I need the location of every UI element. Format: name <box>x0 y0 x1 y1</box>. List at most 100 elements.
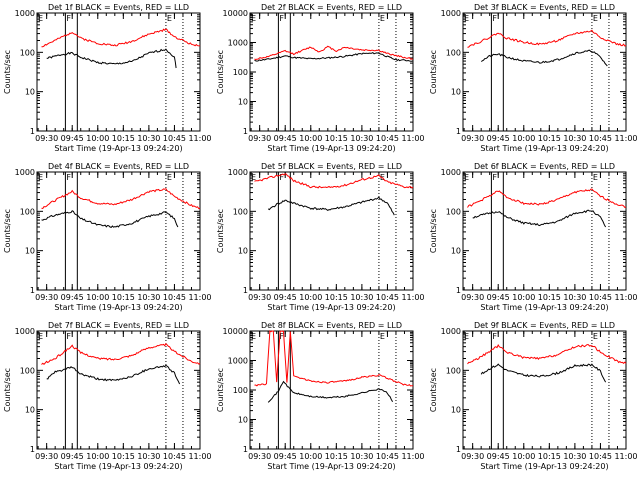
events-series-line <box>472 209 607 228</box>
chart-title: Det 6f BLACK = Events, RED = LLD <box>474 162 615 171</box>
x-axis-label: Start Time (19-Apr-13 09:24:20) <box>267 462 395 471</box>
x-tick-label: 09:30 <box>461 452 484 461</box>
x-tick-label: 10:15 <box>538 452 561 461</box>
y-tick-label: 10 <box>451 88 461 97</box>
x-tick-label: 11:00 <box>401 452 424 461</box>
x-tick-label: 09:30 <box>461 134 484 143</box>
chart-title: Det 2f BLACK = Events, RED = LLD <box>261 3 402 12</box>
x-tick-label: 10:45 <box>589 293 612 302</box>
marker-label: E <box>38 332 43 341</box>
y-tick-label: 100 <box>20 48 35 57</box>
x-tick-label: 11:00 <box>614 293 637 302</box>
x-tick-label: 10:15 <box>112 134 135 143</box>
x-tick-label: 10:15 <box>325 134 348 143</box>
y-tick-label: 10 <box>25 406 35 415</box>
x-tick-label: 10:00 <box>86 452 109 461</box>
x-tick-label: 09:30 <box>248 452 271 461</box>
marker-label: E <box>464 14 469 23</box>
y-tick-label: 1000 <box>228 357 248 366</box>
chart-title: Det 7f BLACK = Events, RED = LLD <box>48 321 189 330</box>
x-tick-label: 10:45 <box>163 452 186 461</box>
marker-label: F <box>66 14 71 23</box>
chart-title: Det 9f BLACK = Events, RED = LLD <box>474 321 615 330</box>
x-tick-label: 10:30 <box>137 293 160 302</box>
marker-label: E <box>167 173 172 182</box>
y-tick-label: 1 <box>30 127 35 136</box>
x-axis-label: Start Time (19-Apr-13 09:24:20) <box>480 303 608 312</box>
marker-label: E <box>38 14 43 23</box>
y-tick-label: 100 <box>233 207 248 216</box>
y-tick-label: 100 <box>20 207 35 216</box>
x-axis-label: Start Time (19-Apr-13 09:24:20) <box>54 144 182 153</box>
x-axis-label: Start Time (19-Apr-13 09:24:20) <box>54 462 182 471</box>
y-axis-label: Counts/sec <box>429 368 438 412</box>
x-tick-label: 11:00 <box>188 293 211 302</box>
plot-frame <box>36 171 201 291</box>
events-series-line <box>41 210 179 228</box>
x-tick-label: 10:30 <box>350 452 373 461</box>
chart-title: Det 5f BLACK = Events, RED = LLD <box>261 162 402 171</box>
x-tick-label: 10:00 <box>299 293 322 302</box>
y-tick-label: 10 <box>451 406 461 415</box>
events-series-line <box>254 51 414 62</box>
y-tick-label: 10000 <box>223 327 248 336</box>
x-tick-label: 10:00 <box>299 134 322 143</box>
plot-frame <box>249 171 414 291</box>
x-tick-label: 09:30 <box>248 134 271 143</box>
lld-series-line <box>41 188 201 210</box>
y-tick-label: 10 <box>25 247 35 256</box>
marker-label: E <box>251 173 256 182</box>
marker-label: F <box>492 14 497 23</box>
marker-label: E <box>464 332 469 341</box>
x-tick-label: 10:45 <box>163 134 186 143</box>
lld-series-line <box>467 343 627 365</box>
x-axis-label: Start Time (19-Apr-13 09:24:20) <box>267 303 395 312</box>
y-axis-label: Counts/sec <box>3 368 12 412</box>
y-tick-label: 10000 <box>223 9 248 18</box>
x-tick-label: 09:30 <box>35 134 58 143</box>
marker-label: F <box>492 332 497 341</box>
plot-frame <box>36 12 201 132</box>
y-tick-label: 1000 <box>441 168 461 177</box>
y-tick-label: 1 <box>243 286 248 295</box>
plot-frame <box>249 12 414 132</box>
x-axis-label: Start Time (19-Apr-13 09:24:20) <box>267 144 395 153</box>
x-tick-label: 10:15 <box>112 452 135 461</box>
x-tick-label: 11:00 <box>188 452 211 461</box>
marker-label: E <box>251 332 256 341</box>
events-series-line <box>267 380 394 403</box>
y-tick-label: 1 <box>456 445 461 454</box>
chart-panel-1: Det 1f BLACK = Events, RED = LLD 1 10 100 10… <box>3 3 212 153</box>
x-tick-label: 10:15 <box>538 293 561 302</box>
marker-label: E <box>167 332 172 341</box>
x-tick-label: 10:00 <box>512 134 535 143</box>
lld-series-line <box>467 29 627 48</box>
x-tick-label: 10:30 <box>563 452 586 461</box>
chart-panel-9: Det 9f BLACK = Events, RED = LLD 1 10 100 10… <box>429 321 638 471</box>
lld-series-line <box>41 28 201 48</box>
x-tick-label: 09:30 <box>35 452 58 461</box>
x-tick-label: 10:30 <box>137 452 160 461</box>
x-tick-label: 10:00 <box>299 452 322 461</box>
events-series-line <box>267 196 395 216</box>
marker-label: E <box>593 173 598 182</box>
y-axis-label: Counts/sec <box>3 209 12 253</box>
y-tick-label: 1 <box>456 286 461 295</box>
x-tick-label: 10:00 <box>86 134 109 143</box>
lld-series-line <box>467 188 627 209</box>
x-tick-label: 09:45 <box>61 134 84 143</box>
x-tick-label: 11:00 <box>401 134 424 143</box>
x-tick-label: 09:45 <box>61 452 84 461</box>
chart-panel-6: Det 6f BLACK = Events, RED = LLD 1 10 100 10… <box>429 162 638 312</box>
x-tick-label: 10:30 <box>350 134 373 143</box>
y-axis-label: Counts/sec <box>216 50 225 94</box>
y-tick-label: 1000 <box>441 327 461 336</box>
x-tick-label: 10:15 <box>325 293 348 302</box>
x-tick-label: 09:45 <box>487 134 510 143</box>
y-tick-label: 100 <box>446 48 461 57</box>
chart-panel-3: Det 3f BLACK = Events, RED = LLD 1 10 100 10… <box>429 3 638 153</box>
y-tick-label: 100 <box>233 68 248 77</box>
x-tick-label: 09:30 <box>248 293 271 302</box>
x-tick-label: 09:30 <box>461 293 484 302</box>
